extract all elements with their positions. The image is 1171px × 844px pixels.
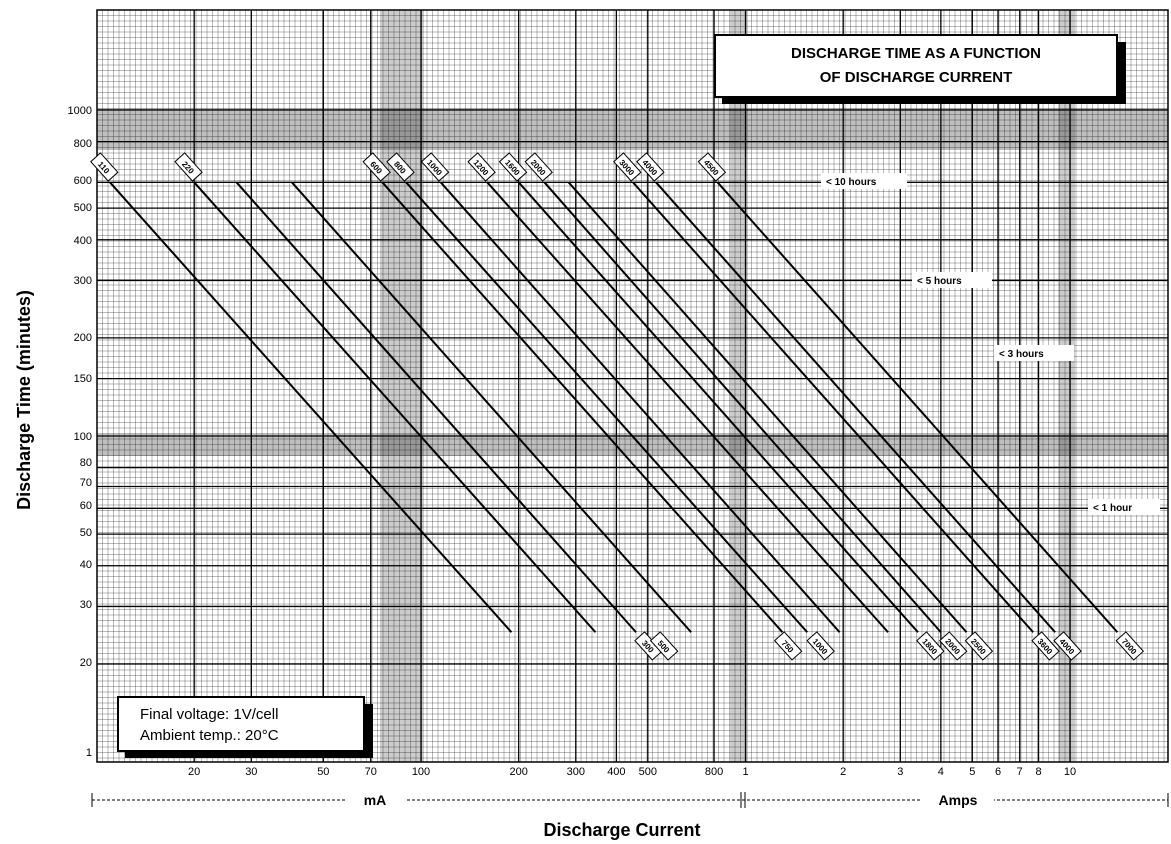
series-line [291,181,692,633]
y-tick-label: 50 [80,527,92,539]
series-line [193,181,597,633]
note-final-voltage: Final voltage: 1V/cell [140,706,278,723]
y-tick-label: 800 [74,138,92,150]
y-tick-label: 300 [74,275,92,287]
annotation-1-hour: < 1 hour [1093,503,1132,514]
x-tick-label: 5 [969,766,975,778]
x-tick-label: 20 [188,766,200,778]
y-tick-label: 150 [74,373,92,385]
hour-annotations: < 10 hours < 5 hours < 3 hours < 1 hour [821,173,1160,515]
y-tick-label: 60 [80,500,92,512]
grid [96,9,1169,763]
y-tick-label: 40 [80,559,92,571]
annotation-5-hours: < 5 hours [917,276,962,287]
series-line [486,181,889,633]
y-tick-label: 100 [74,431,92,443]
series-line [632,181,1034,633]
x-tick-label: 300 [567,766,585,778]
series-top-label: 600 [362,152,391,182]
x-tick-labels: 20 30 50 70 100 200 300 400 500 800 1 2 3 4 5 6 7 8 10 [188,766,1076,778]
series-line [517,181,919,633]
y-tick-label: 30 [80,599,92,611]
y-tick-label: 1 [86,747,92,759]
x-tick-label: 400 [607,766,625,778]
annotation-10-hours: < 10 hours [826,177,877,188]
x-tick-label: 7 [1017,766,1023,778]
x-tick-label: 70 [365,766,377,778]
unit-axis-bar: mA Amps [91,790,1169,808]
series-line [109,181,513,633]
x-tick-label: 50 [317,766,329,778]
x-tick-label: 6 [995,766,1001,778]
y-tick-labels: 1 20 30 40 50 60 70 80 100 150 200 300 400 500 600 800 1… [68,105,92,759]
series-line [543,181,942,633]
series-bottom-label: 500 [649,631,679,661]
series-bottom-label: 3600 [1031,631,1060,661]
series-line [716,181,1119,633]
series-line [439,181,841,633]
series-line [405,181,809,633]
x-tick-label: 200 [510,766,528,778]
unit-label-amps: Amps [939,792,978,808]
y-tick-label: 200 [74,332,92,344]
series-line [235,181,637,633]
x-tick-label: 8 [1035,766,1041,778]
note-ambient-temp: Ambient temp.: 20°C [140,727,279,744]
series-bottom-label: 4000 [1053,631,1082,661]
y-tick-label: 600 [74,175,92,187]
x-tick-label: 3 [897,766,903,778]
y-tick-label: 500 [74,202,92,214]
series-line [567,181,968,633]
x-tick-label: 1 [742,766,748,778]
y-tick-label: 20 [80,657,92,669]
x-tick-label: 4 [938,766,944,778]
series-line [381,181,784,633]
title-box: DISCHARGE TIME AS A FUNCTION OF DISCHARG… [714,34,1126,104]
x-tick-label: 500 [639,766,657,778]
x-axis-title: Discharge Current [543,820,700,840]
x-tick-label: 800 [705,766,723,778]
annotation-3-hours: < 3 hours [999,349,1044,360]
chart-title-line-2: OF DISCHARGE CURRENT [820,69,1013,86]
series-bottom-label: 750 [773,631,803,661]
y-tick-label: 1000 [68,105,92,117]
y-tick-label: 80 [80,457,92,469]
chart-title-line-1: DISCHARGE TIME AS A FUNCTION [791,45,1041,62]
x-tick-label: 30 [245,766,257,778]
x-tick-label: 10 [1064,766,1076,778]
unit-label-ma: mA [364,792,387,808]
series-top-label: 110 [90,152,119,182]
series-top-label: 800 [386,152,415,182]
series-line [655,181,1056,633]
y-tick-label: 70 [80,477,92,489]
conditions-note-box: Final voltage: 1V/cell Ambient temp.: 20… [117,696,373,758]
y-tick-label: 400 [74,235,92,247]
series-lines [109,181,1119,633]
series-top-label: 220 [174,152,203,182]
x-tick-label: 2 [840,766,846,778]
y-axis-title: Discharge Time (minutes) [14,290,34,510]
x-tick-label: 100 [412,766,430,778]
